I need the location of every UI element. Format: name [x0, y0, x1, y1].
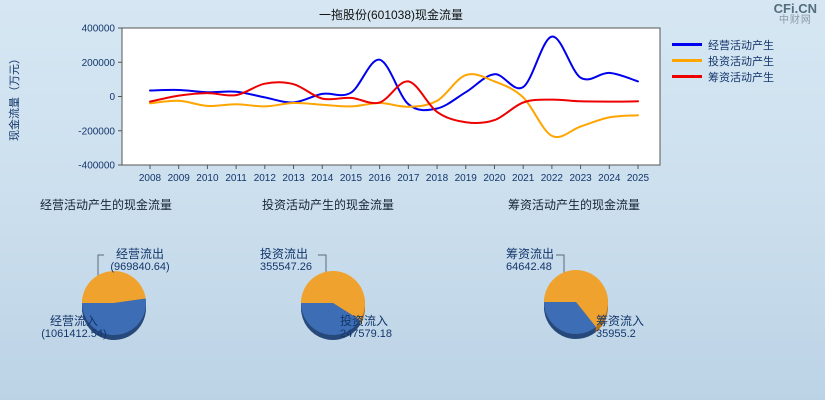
svg-text:2010: 2010 [196, 173, 219, 184]
legend-item-financing: 筹资活动产生 [672, 68, 774, 84]
investing-outflow-label: 投资流出 355547.26 [260, 248, 312, 274]
investing-outflow-title: 投资流出 [260, 247, 309, 261]
svg-text:2012: 2012 [254, 173, 277, 184]
brand-subtitle: 中财网 [778, 15, 812, 26]
investing-inflow-label: 投资流入 247579.18 [340, 315, 392, 341]
svg-text:2009: 2009 [168, 173, 191, 184]
svg-text:2023: 2023 [569, 173, 592, 184]
svg-text:2017: 2017 [397, 173, 420, 184]
operating-outflow-value: (969840.64) [110, 261, 170, 273]
financing-outflow-title: 筹资流出 [506, 247, 555, 261]
investing-outflow-value: 355547.26 [260, 261, 312, 273]
legend-swatch-operating-icon [672, 43, 702, 47]
investing-inflow-value: 247579.18 [340, 328, 392, 340]
section-title-operating: 经营活动产生的现金流量 [40, 198, 173, 212]
svg-text:2014: 2014 [311, 173, 334, 184]
chart-legend: 经营活动产生 投资活动产生 筹资活动产生 [672, 36, 774, 84]
legend-swatch-financing-icon [672, 75, 702, 79]
section-title-investing: 投资活动产生的现金流量 [262, 198, 395, 212]
svg-text:2013: 2013 [282, 173, 305, 184]
svg-text:400000: 400000 [82, 24, 116, 35]
svg-text:2021: 2021 [512, 173, 535, 184]
cfi-logo[interactable]: CFi.CN 中财网 [773, 1, 817, 27]
financing-outflow-value: 64642.48 [506, 261, 552, 273]
legend-label-investing: 投资活动产生 [708, 55, 774, 68]
operating-outflow-label: 经营流出 (969840.64) [102, 248, 178, 274]
svg-text:2025: 2025 [627, 173, 650, 184]
svg-text:200000: 200000 [82, 58, 116, 69]
investing-inflow-title: 投资流入 [340, 314, 389, 328]
operating-outflow-title: 经营流出 [115, 247, 164, 261]
brand-name: CFi.CN [773, 1, 817, 16]
operating-inflow-value: (1061412.54) [41, 328, 107, 340]
legend-item-investing: 投资活动产生 [672, 52, 774, 68]
operating-inflow-label: 经营流入 (1061412.54) [36, 315, 112, 341]
svg-text:2018: 2018 [426, 173, 449, 184]
svg-text:2024: 2024 [598, 173, 621, 184]
financing-inflow-title: 筹资流入 [596, 314, 645, 328]
svg-text:-200000: -200000 [78, 126, 115, 137]
legend-label-operating: 经营活动产生 [708, 39, 774, 52]
chart-title: 一拖股份(601038)现金流量 [318, 8, 464, 22]
financing-inflow-value: 35955.2 [596, 328, 636, 340]
legend-swatch-investing-icon [672, 59, 702, 63]
section-title-financing: 筹资活动产生的现金流量 [508, 198, 641, 212]
financing-outflow-label: 筹资流出 64642.48 [506, 248, 554, 274]
pie-charts-canvas [82, 254, 608, 340]
svg-text:2022: 2022 [541, 173, 564, 184]
operating-inflow-title: 经营流入 [49, 314, 98, 328]
legend-label-financing: 筹资活动产生 [708, 71, 774, 84]
svg-text:-400000: -400000 [78, 161, 115, 172]
svg-text:2020: 2020 [483, 173, 506, 184]
svg-text:2008: 2008 [139, 173, 162, 184]
svg-text:2016: 2016 [369, 173, 392, 184]
cashflow-line-plot: 400000 200000 0 -200000 -400000 2008 2009 2010 2… [78, 24, 661, 184]
svg-text:0: 0 [109, 92, 115, 103]
svg-text:2011: 2011 [225, 173, 247, 184]
financing-inflow-label: 筹资流入 35955.2 [596, 315, 644, 341]
svg-text:2015: 2015 [340, 173, 363, 184]
legend-item-operating: 经营活动产生 [672, 36, 774, 52]
svg-text:2019: 2019 [455, 173, 478, 184]
